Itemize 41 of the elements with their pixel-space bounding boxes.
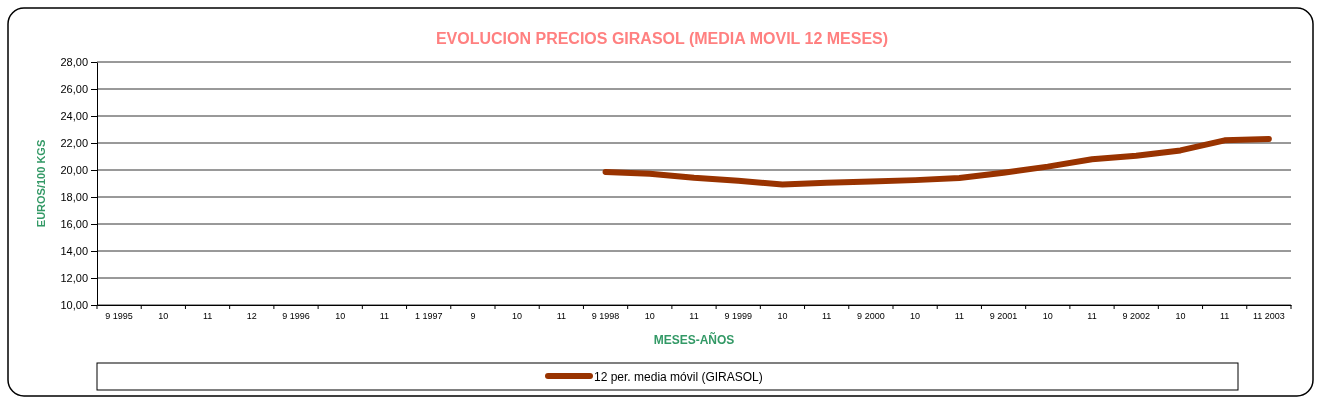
- x-tick-label: 10: [777, 310, 788, 321]
- x-tick-label: 12: [246, 310, 257, 321]
- x-tick-label: 10: [1175, 310, 1186, 321]
- x-tick-label: 9 1999: [724, 310, 752, 321]
- y-tick-label: 22,00: [60, 137, 88, 150]
- x-tick-label: 9 2001: [989, 310, 1018, 321]
- x-tick-label: 11: [954, 310, 965, 321]
- x-tick-label: 10: [910, 310, 921, 321]
- x-tick-label: 10: [335, 310, 346, 321]
- y-tick-label: 12,00: [60, 272, 88, 285]
- x-tick-label: 10: [1042, 310, 1053, 321]
- legend-label: 12 per. media móvil (GIRASOL): [594, 370, 763, 384]
- y-tick-label: 16,00: [60, 218, 88, 231]
- x-tick-label: 9 2002: [1122, 310, 1150, 321]
- chart-title: EVOLUCION PRECIOS GIRASOL (MEDIA MOVIL 12 MESES): [435, 30, 889, 47]
- x-tick-label: 10: [512, 310, 523, 321]
- x-tick-label: 11: [821, 310, 832, 321]
- x-tick-label: 11 2003: [1252, 310, 1285, 321]
- x-tick-label: 9 1995: [105, 310, 133, 321]
- x-tick-label: 9: [470, 310, 476, 321]
- y-tick-label: 24,00: [60, 110, 88, 123]
- y-tick-label: 28,00: [60, 56, 88, 69]
- y-tick-label: 26,00: [60, 83, 88, 96]
- x-tick-label: 11: [1219, 310, 1230, 321]
- x-axis-title: MESES-AÑOS: [653, 332, 735, 347]
- y-axis-title: EUROS/100 KGS: [35, 139, 47, 228]
- y-tick-label: 20,00: [60, 164, 88, 177]
- x-tick-label: 11: [1087, 310, 1097, 321]
- y-tick-label: 10,00: [60, 299, 88, 312]
- x-tick-label: 9 1998: [591, 310, 620, 321]
- y-tick-label: 14,00: [60, 245, 88, 258]
- x-tick-label: 11: [379, 310, 390, 321]
- x-tick-label: 1 1997: [414, 310, 443, 321]
- x-tick-label: 9 1996: [282, 310, 310, 321]
- x-tick-label: 11: [202, 310, 213, 321]
- x-tick-label: 11: [556, 310, 567, 321]
- y-tick-label: 18,00: [60, 191, 88, 204]
- x-tick-label: 10: [158, 310, 169, 321]
- x-tick-label: 10: [644, 310, 655, 321]
- x-tick-label: 11: [689, 310, 699, 321]
- x-tick-label: 9 2000: [857, 310, 885, 321]
